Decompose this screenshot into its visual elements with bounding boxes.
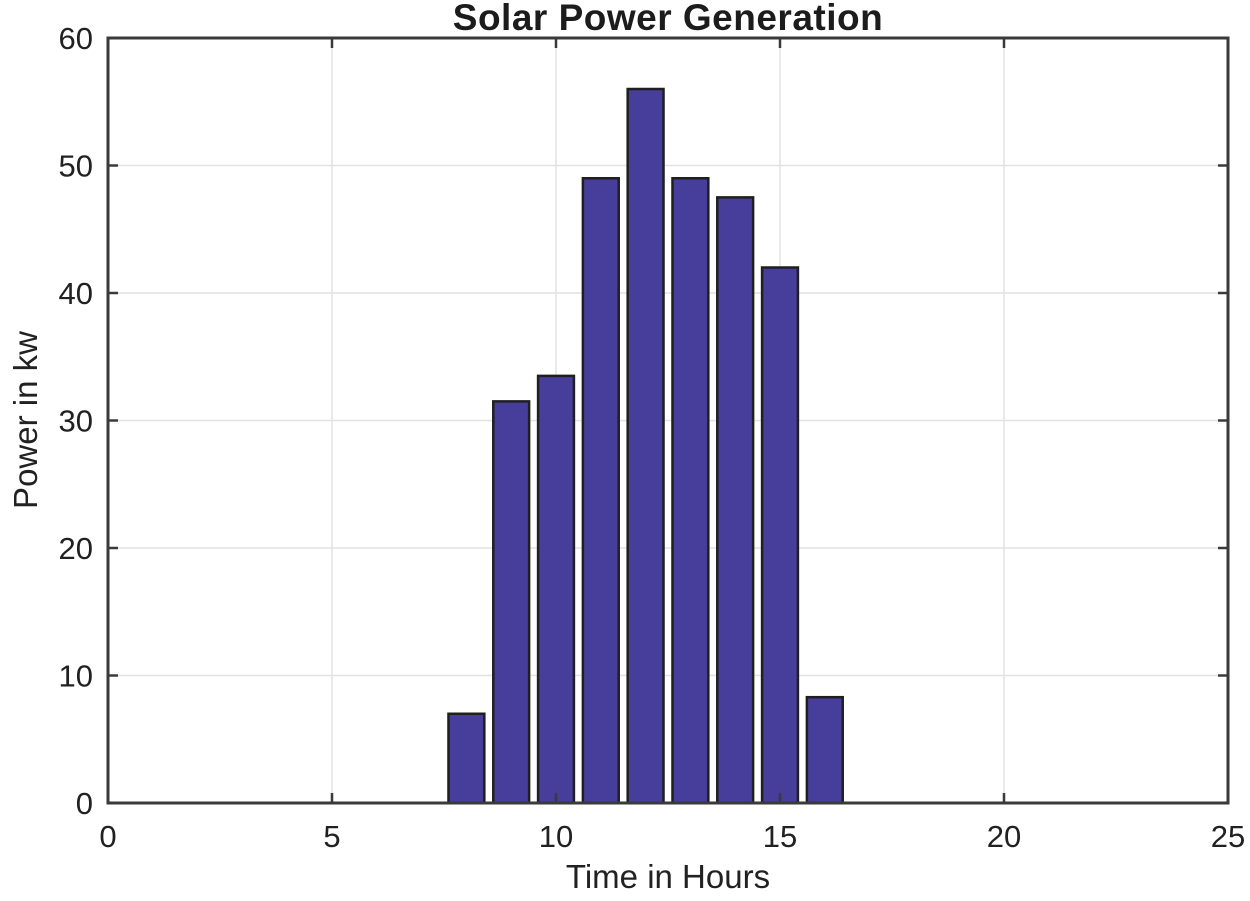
x-tick-label: 25 <box>1211 819 1245 854</box>
bar-hour-16 <box>805 695 844 805</box>
y-tick-label: 40 <box>59 276 93 311</box>
bar-hour-15 <box>760 266 800 805</box>
x-tick-label: 0 <box>99 819 116 854</box>
bar-hour-13 <box>671 177 710 805</box>
bar-hour-10 <box>536 374 576 805</box>
chart-title: Solar Power Generation <box>452 0 884 38</box>
bar-hour-9 <box>492 400 531 805</box>
bar-hour-11 <box>581 177 620 805</box>
y-tick-label: 60 <box>59 21 93 56</box>
x-tick-label: 20 <box>987 819 1021 854</box>
y-tick-label: 0 <box>76 786 93 821</box>
x-tick-label: 15 <box>763 819 797 854</box>
bar-hour-14 <box>716 196 755 805</box>
x-tick-label: 5 <box>323 819 340 854</box>
x-axis-label: Time in Hours <box>565 858 771 895</box>
y-tick-label: 30 <box>59 404 93 439</box>
y-tick-label: 10 <box>59 659 93 694</box>
y-tick-label: 20 <box>59 531 93 566</box>
bar-hour-8 <box>447 712 486 805</box>
y-tick-label: 50 <box>59 149 93 184</box>
x-tick-label: 10 <box>539 819 573 854</box>
bar-hour-12 <box>626 87 665 805</box>
